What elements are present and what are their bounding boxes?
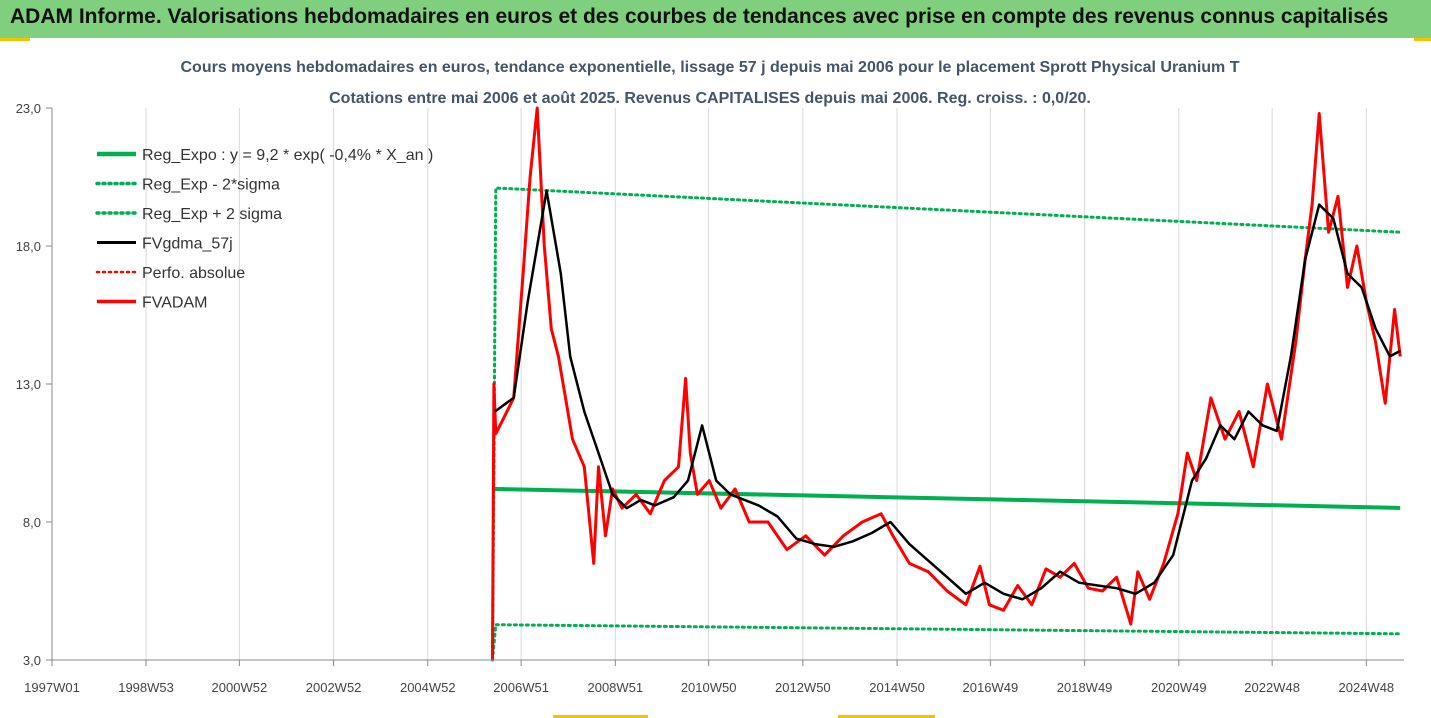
legend-label-fvgdma-57j: FVgdma_57j	[142, 236, 233, 253]
y-tick-label: 8,0	[23, 515, 41, 530]
legend-label-reg-exp-minus-2sigma: Reg_Exp - 2*sigma	[142, 177, 280, 194]
corner-marker-right	[1414, 38, 1431, 41]
x-tick-label: 2018W49	[1057, 680, 1113, 695]
x-tick-label: 2010W50	[681, 680, 737, 695]
y-tick-label: 23,0	[16, 101, 41, 116]
x-tick-label: 2012W50	[775, 680, 831, 695]
axis-layer: 1997W01 1998W53 2000W52 2002W52 2004W52 2006W…	[16, 101, 1404, 695]
y-tick-label: 18,0	[16, 239, 41, 254]
x-tick-label: 2016W49	[963, 680, 1019, 695]
y-tick-label: 3,0	[23, 653, 41, 668]
x-tick-label: 2020W49	[1151, 680, 1207, 695]
x-tick-label: 2014W50	[869, 680, 925, 695]
corner-marker-bottom-left	[553, 715, 648, 718]
legend: Reg_Expo : y = 9,2 * exp( -0,4% * X_an )…	[95, 147, 433, 312]
legend-label-perfo-absolue: Perfo. absolue	[142, 265, 245, 282]
reg-exp-minus-2sigma-line	[491, 623, 1402, 662]
x-tick-label: 2008W51	[587, 680, 643, 695]
header-banner: ADAM Informe. Valorisations hebdomadaire…	[0, 0, 1431, 38]
chart-area: Cours moyens hebdomadaires en euros, ten…	[0, 38, 1431, 718]
x-tick-label: 2024W48	[1339, 680, 1395, 695]
corner-marker-bottom-right	[838, 715, 935, 718]
chart-svg: Cours moyens hebdomadaires en euros, ten…	[16, 59, 1404, 695]
grid-layer	[51, 108, 1367, 660]
x-tick-label: 2000W52	[212, 680, 268, 695]
x-tick-label: 1998W53	[118, 680, 174, 695]
legend-label-reg-expo: Reg_Expo : y = 9,2 * exp( -0,4% * X_an )	[142, 147, 433, 164]
x-tick-label: 2022W48	[1244, 680, 1300, 695]
x-tick-label: 2002W52	[306, 680, 362, 695]
corner-marker-left	[0, 38, 30, 41]
series-layer	[491, 106, 1402, 662]
x-tick-label: 1997W01	[24, 680, 80, 695]
fvgdma-57j-line	[494, 189, 1401, 601]
x-tick-label: 2006W51	[493, 680, 549, 695]
legend-label-reg-exp-plus-2sigma: Reg_Exp + 2 sigma	[142, 206, 282, 223]
chart-title: Cours moyens hebdomadaires en euros, ten…	[181, 59, 1240, 76]
report-title: ADAM Informe. Valorisations hebdomadaire…	[10, 5, 1389, 28]
reg-expo-line	[492, 486, 1401, 510]
chart-subtitle: Cotations entre mai 2006 et août 2025. R…	[329, 90, 1091, 107]
y-tick-label: 13,0	[16, 377, 41, 392]
x-tick-label: 2004W52	[400, 680, 456, 695]
legend-label-fvadam: FVADAM	[142, 295, 207, 312]
fvadam-line	[491, 106, 1402, 661]
